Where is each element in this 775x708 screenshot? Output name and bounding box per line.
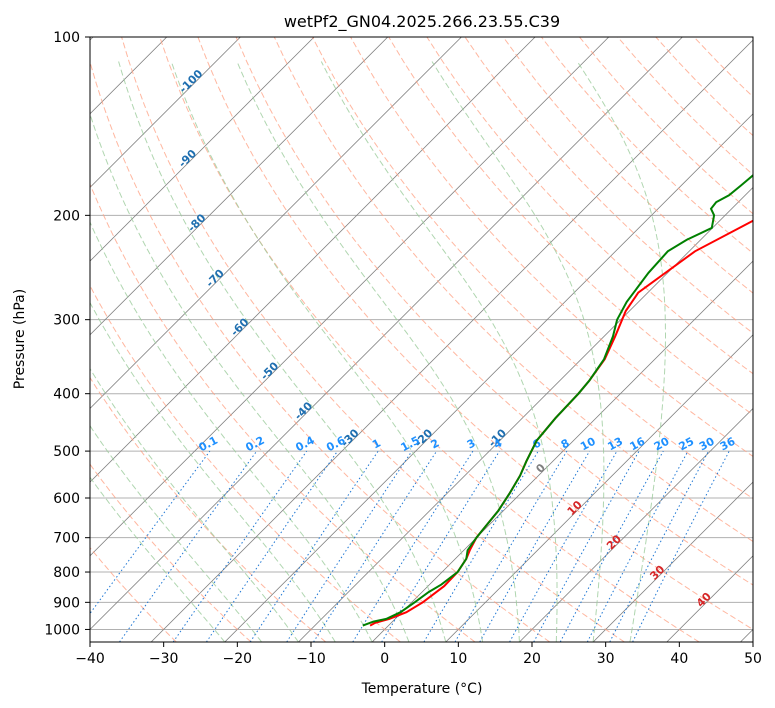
x-tick-label: 50 — [744, 651, 762, 667]
dry-adiabat — [90, 376, 327, 642]
isotherm-line — [90, 37, 536, 483]
x-axis-label: Temperature (°C) — [361, 681, 483, 697]
chart-title: wetPf2_GN04.2025.266.23.55.C39 — [284, 12, 560, 32]
y-axis-label: Pressure (hPa) — [12, 289, 28, 389]
mixing-ratio-line — [381, 450, 500, 642]
x-tick-label: 10 — [449, 651, 467, 667]
y-tick-label: 700 — [53, 531, 80, 547]
moist-adiabat — [236, 61, 520, 642]
x-tick-label: −20 — [223, 651, 253, 667]
x-axis-ticks: −40 −30 −20 −10 0 10 20 30 40 50 — [75, 642, 762, 667]
mixing-ratio-lines — [90, 450, 730, 642]
dry-adiabat — [197, 37, 753, 630]
mixing-ratio-line — [286, 450, 413, 642]
pressure-gridlines — [90, 37, 753, 630]
dry-adiabat — [90, 182, 476, 642]
mixing-ratio-line — [533, 450, 640, 642]
x-tick-label: −10 — [296, 651, 326, 667]
x-tick-label: −30 — [149, 651, 179, 667]
mixing-ratio-line — [90, 450, 211, 615]
y-tick-label: 800 — [53, 565, 80, 581]
moist-adiabat — [170, 61, 484, 642]
dry-adiabat — [159, 37, 700, 642]
mixing-ratio-line — [632, 450, 730, 642]
y-tick-label: 200 — [53, 208, 80, 224]
sounding-line — [362, 173, 753, 627]
moist-adiabat — [576, 61, 666, 642]
moist-adiabat — [90, 476, 226, 642]
dry-adiabat — [90, 463, 252, 642]
y-axis-ticks: 100 200 300 400 500 600 700 800 900 1000 — [44, 30, 90, 638]
y-tick-label: 600 — [53, 491, 80, 507]
y-tick-label: 300 — [53, 313, 80, 329]
dry-adiabat — [235, 37, 753, 586]
dry-adiabat — [273, 37, 753, 543]
mixing-ratio-line — [352, 450, 474, 642]
isotherm-line — [90, 37, 462, 410]
y-tick-label: 900 — [53, 595, 80, 611]
mixing-ratio-line — [249, 450, 379, 642]
isotherm-line — [90, 37, 389, 336]
isotherm-line — [90, 37, 241, 189]
dry-adiabat — [90, 546, 177, 642]
moist-adiabat — [320, 61, 558, 642]
mixing-ratio-label: 30 — [697, 435, 717, 454]
mixing-ratio-line — [205, 450, 338, 642]
mixing-ratio-line — [119, 450, 258, 642]
dry-adiabat — [502, 37, 753, 294]
isotherm-line — [90, 37, 610, 557]
moist-adiabat — [431, 61, 605, 642]
y-tick-label: 400 — [53, 387, 80, 403]
dry-adiabat — [426, 37, 753, 375]
x-tick-label: −40 — [75, 651, 105, 667]
y-tick-label: 1000 — [44, 622, 80, 638]
mixing-ratio-line — [172, 450, 308, 642]
moist-adiabat — [118, 61, 447, 642]
mixing-ratio-line — [509, 450, 618, 642]
dry-adiabat — [90, 284, 401, 642]
mixing-ratio-label: 10 — [578, 435, 598, 454]
dry-adiabat — [388, 37, 753, 416]
y-tick-label: 100 — [53, 30, 80, 46]
isotherm-line — [90, 37, 315, 262]
mixing-ratio-label: 25 — [677, 435, 697, 454]
dry-adiabat — [121, 37, 625, 642]
x-tick-label: 0 — [380, 651, 389, 667]
mixing-ratio-label: 16 — [628, 435, 648, 454]
moist-adiabats — [90, 61, 666, 642]
x-tick-label: 30 — [597, 651, 615, 667]
isotherm-line — [150, 39, 753, 642]
moist-adiabat — [90, 112, 410, 642]
mixing-ratio-label: 20 — [652, 435, 672, 454]
isotherm-line — [224, 113, 753, 642]
sounding-profiles — [362, 173, 753, 627]
isotherm-line — [445, 334, 753, 642]
x-tick-label: 20 — [523, 651, 541, 667]
isotherm-line — [519, 407, 753, 642]
mixing-ratio-label: 13 — [605, 435, 625, 454]
moist-adiabat — [90, 301, 336, 642]
mixing-ratio-line — [313, 450, 438, 642]
mixing-ratio-line — [559, 450, 664, 642]
isotherm-line — [592, 481, 753, 642]
plot-frame — [89, 36, 754, 643]
x-tick-label: 40 — [670, 651, 688, 667]
y-tick-label: 500 — [53, 444, 80, 460]
moist-adiabat — [90, 220, 373, 642]
dry-adiabats — [90, 37, 753, 642]
mixing-ratio-label: 36 — [718, 435, 738, 454]
dry-adiabat — [90, 60, 551, 642]
